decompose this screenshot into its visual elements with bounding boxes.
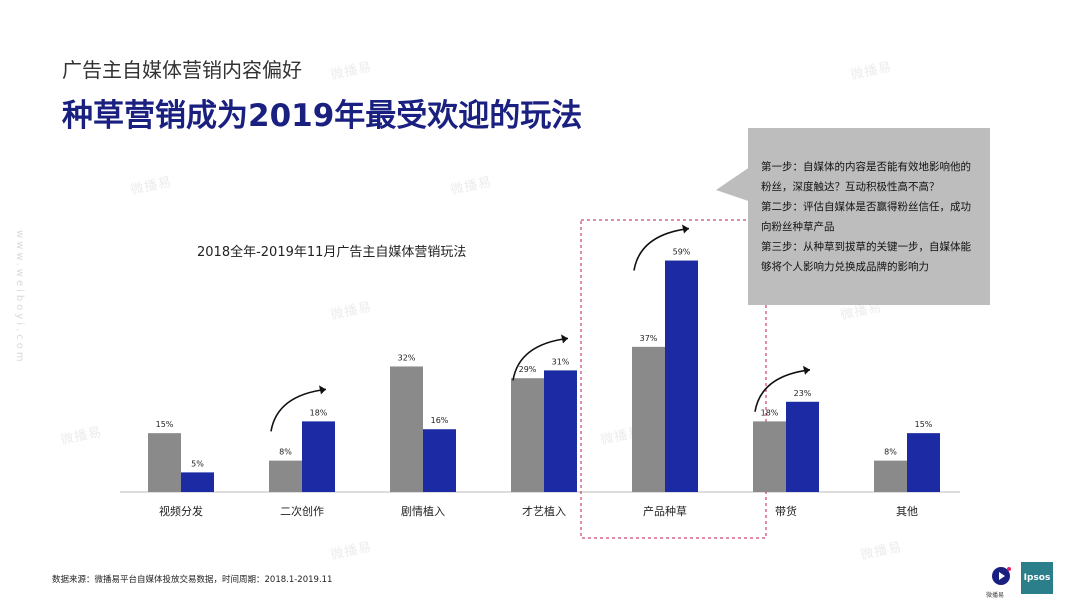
trend-arrowhead-3 (561, 334, 568, 344)
data-label-blue-2: 16% (431, 416, 449, 425)
bar-blue-0 (181, 472, 214, 492)
ipsos-logo: Ipsos (1021, 562, 1053, 594)
bar-gray-6 (874, 460, 907, 492)
trend-arrowhead-1 (319, 385, 326, 395)
bar-gray-5 (753, 421, 786, 492)
bar-gray-3 (511, 378, 544, 492)
bar-gray-4 (632, 346, 665, 492)
data-label-gray-4: 37% (640, 334, 658, 343)
trend-arrowhead-4 (682, 224, 689, 234)
bar-gray-0 (148, 433, 181, 492)
data-label-gray-3: 29% (519, 365, 537, 374)
trend-arrow-1 (270, 388, 327, 432)
chart-title: 2018全年-2019年11月广告主自媒体营销玩法 (197, 245, 467, 260)
data-label-blue-4: 59% (673, 248, 691, 257)
data-label-blue-1: 18% (310, 408, 328, 417)
bar-blue-2 (423, 429, 456, 492)
bar-blue-5 (786, 401, 819, 492)
category-label-0: 视频分发 (159, 504, 203, 518)
trend-arrow-4 (633, 227, 690, 271)
category-label-5: 带货 (775, 504, 797, 518)
weiboyi-logo-text: 微播易 (986, 592, 1005, 599)
bar-blue-1 (302, 421, 335, 492)
highlight-box (580, 219, 767, 539)
bar-gray-1 (269, 460, 302, 492)
trend-arrow-3 (512, 337, 569, 381)
bar-gray-2 (390, 366, 423, 492)
data-label-gray-2: 32% (398, 353, 416, 362)
category-label-3: 才艺植入 (522, 504, 566, 518)
category-label-2: 剧情植入 (401, 504, 445, 518)
data-label-gray-6: 8% (884, 448, 897, 457)
data-label-blue-0: 5% (191, 459, 204, 468)
data-source-note: 数据来源：微播易平台自媒体投放交易数据，时间周期：2018.1-2019.11 (52, 575, 333, 585)
weiboyi-logo-icon (990, 565, 1012, 587)
page-subtitle: 广告主自媒体营销内容偏好 (62, 58, 302, 82)
data-label-gray-1: 8% (279, 448, 292, 457)
data-label-blue-3: 31% (552, 357, 570, 366)
data-label-blue-6: 15% (915, 420, 933, 429)
page-title: 种草营销成为2019年最受欢迎的玩法 (62, 98, 583, 134)
bar-blue-6 (907, 433, 940, 492)
category-label-6: 其他 (896, 505, 918, 518)
data-label-gray-5: 18% (761, 408, 779, 417)
bar-blue-4 (665, 260, 698, 492)
callout-step-1: 第一步：自媒体的内容是否能有效地影响他的粉丝，深度触达？互动积极性高不高？ (761, 161, 971, 193)
callout-step-2: 第二步：评估自媒体是否赢得粉丝信任，成功向粉丝种草产品 (761, 201, 971, 233)
data-label-blue-5: 23% (794, 389, 812, 398)
category-label-1: 二次创作 (280, 504, 324, 518)
callout-box: 第一步：自媒体的内容是否能有效地影响他的粉丝，深度触达？互动积极性高不高？ 第二… (748, 128, 990, 305)
trend-arrow-5 (754, 368, 811, 412)
category-label-4: 产品种草 (643, 504, 687, 518)
bar-blue-3 (544, 370, 577, 492)
callout-step-3: 第三步：从种草到拔草的关键一步，自媒体能够将个人影响力兑换成品牌的影响力 (761, 241, 971, 273)
data-label-gray-0: 15% (156, 420, 174, 429)
trend-arrowhead-5 (803, 365, 810, 375)
side-watermark: www.weiboyi.com (14, 230, 25, 365)
